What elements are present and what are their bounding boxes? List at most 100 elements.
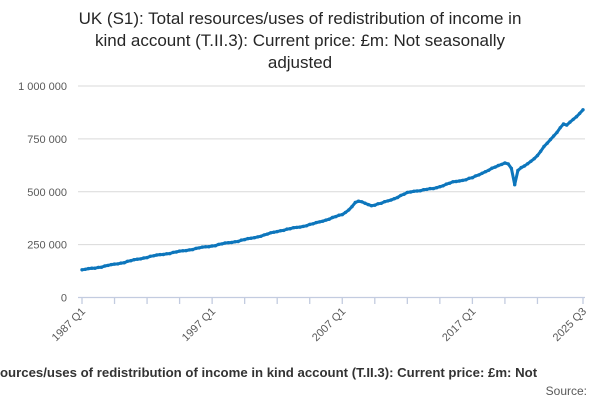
series-point bbox=[282, 228, 286, 233]
series-point bbox=[548, 137, 553, 142]
y-tick-label: 0 bbox=[61, 293, 67, 305]
series-point bbox=[487, 168, 491, 172]
series-point bbox=[431, 186, 436, 191]
series-point bbox=[539, 149, 543, 153]
series-point bbox=[321, 219, 325, 223]
series-point bbox=[522, 164, 527, 168]
series-point bbox=[158, 252, 162, 257]
series-point bbox=[561, 122, 566, 126]
series-point bbox=[298, 225, 302, 229]
series-point bbox=[317, 220, 322, 224]
series-point bbox=[249, 236, 253, 240]
x-tick-label: 1997 Q1 bbox=[180, 306, 218, 344]
series-point bbox=[389, 198, 393, 202]
series-point bbox=[464, 178, 468, 182]
series-point bbox=[405, 190, 409, 195]
series-point bbox=[425, 187, 429, 192]
series-point bbox=[415, 189, 419, 193]
series-point bbox=[509, 166, 514, 171]
series-point bbox=[207, 245, 211, 249]
series-point bbox=[285, 227, 289, 231]
series-point bbox=[151, 254, 156, 258]
x-tick-label: 1987 Q1 bbox=[50, 306, 88, 344]
series-point bbox=[83, 267, 88, 271]
y-tick-label: 1 000 000 bbox=[18, 81, 67, 93]
series-point bbox=[200, 245, 205, 249]
x-tick-label: 2025 Q3 bbox=[551, 306, 589, 344]
series-point bbox=[421, 188, 426, 192]
series-point bbox=[438, 185, 442, 189]
series-point bbox=[262, 233, 266, 237]
series-point bbox=[334, 214, 338, 219]
series-point bbox=[308, 222, 312, 227]
series-point bbox=[288, 227, 292, 231]
series-point bbox=[490, 166, 494, 170]
series-point bbox=[496, 163, 501, 168]
series-point bbox=[503, 161, 507, 165]
x-tick-label: 2017 Q1 bbox=[440, 306, 478, 344]
series-point bbox=[493, 165, 497, 169]
series-point bbox=[386, 199, 390, 203]
series-point bbox=[373, 203, 377, 207]
series-point bbox=[106, 263, 110, 268]
series-point bbox=[177, 249, 182, 253]
series-point bbox=[408, 190, 413, 194]
series-point bbox=[343, 210, 348, 215]
series-point bbox=[473, 174, 478, 178]
series-point bbox=[164, 252, 169, 256]
series-point bbox=[353, 200, 357, 205]
series-point bbox=[295, 225, 299, 230]
series-point bbox=[142, 256, 146, 260]
series-point bbox=[194, 246, 198, 251]
series-point bbox=[447, 181, 452, 185]
series-point bbox=[483, 170, 488, 174]
series-point bbox=[236, 239, 240, 244]
chart-title: UK (S1): Total resources/uses of redistr… bbox=[0, 8, 600, 74]
series-point bbox=[529, 159, 533, 163]
series-point bbox=[223, 241, 227, 245]
series-point bbox=[116, 262, 120, 266]
series-point bbox=[96, 265, 101, 270]
series-point bbox=[148, 254, 152, 258]
series-point bbox=[526, 162, 530, 166]
series-point bbox=[246, 236, 250, 241]
series-point bbox=[90, 266, 94, 270]
series-point bbox=[412, 189, 416, 193]
series-point bbox=[229, 240, 234, 245]
series-point bbox=[155, 253, 159, 257]
series-point bbox=[327, 217, 331, 221]
series-point bbox=[379, 201, 383, 205]
series-point bbox=[457, 179, 462, 183]
series-point bbox=[376, 202, 380, 206]
series-point bbox=[428, 186, 432, 191]
y-tick-label: 500 000 bbox=[27, 187, 67, 199]
series-point bbox=[171, 250, 175, 255]
series-point bbox=[467, 176, 471, 180]
series-point bbox=[340, 212, 344, 217]
series-point bbox=[226, 241, 231, 245]
series-point bbox=[451, 180, 455, 184]
series-point bbox=[112, 262, 117, 266]
series-line bbox=[80, 108, 585, 272]
series-point bbox=[356, 199, 361, 203]
series-point bbox=[99, 265, 104, 269]
series-point bbox=[574, 115, 579, 119]
series-point bbox=[103, 264, 107, 268]
series-point bbox=[418, 189, 422, 193]
series-point bbox=[581, 108, 585, 112]
series-point bbox=[500, 162, 504, 167]
footer-caption: ources/uses of redistribution of income … bbox=[0, 365, 538, 380]
series-point bbox=[434, 186, 439, 190]
series-point bbox=[444, 182, 449, 186]
series-point bbox=[304, 224, 309, 228]
series-point bbox=[220, 242, 224, 246]
series-point bbox=[301, 224, 305, 229]
series-point bbox=[174, 250, 178, 254]
series-point bbox=[291, 226, 296, 230]
series-point bbox=[265, 232, 270, 236]
series-point bbox=[203, 245, 208, 249]
series-point bbox=[399, 193, 403, 198]
series-point bbox=[119, 261, 123, 265]
series-point bbox=[256, 235, 260, 239]
